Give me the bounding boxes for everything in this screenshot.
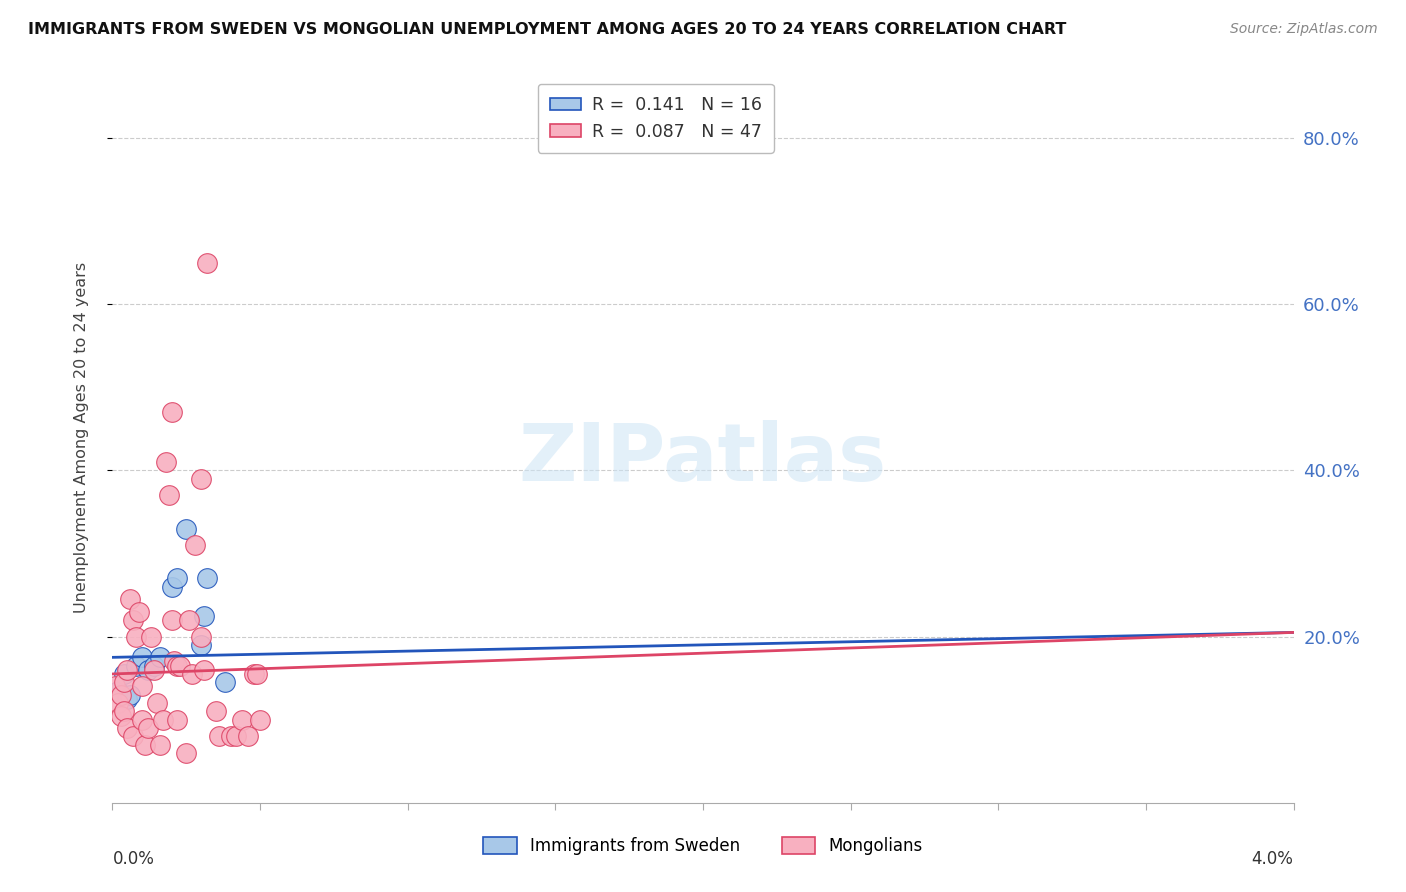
Point [208,729,231,743]
Point [110,688,132,702]
Point [125,630,148,644]
Text: 4.0%: 4.0% [1251,850,1294,868]
Point [136,663,159,677]
Point [205,705,228,719]
Point [117,721,138,735]
Point [225,729,247,743]
Point [184,538,207,552]
Point [146,696,169,710]
Point [120,688,142,702]
Point [122,613,145,627]
Point [163,655,186,669]
Point [136,721,159,735]
Text: IMMIGRANTS FROM SWEDEN VS MONGOLIAN UNEMPLOYMENT AMONG AGES 20 TO 24 YEARS CORRE: IMMIGRANTS FROM SWEDEN VS MONGOLIAN UNEM… [28,22,1067,37]
Legend: Immigrants from Sweden, Mongolians: Immigrants from Sweden, Mongolians [477,830,929,862]
Point [149,650,172,665]
Point [166,571,188,585]
Text: ZIPatlas: ZIPatlas [519,420,887,498]
Legend: R =  0.141   N = 16, R =  0.087   N = 47: R = 0.141 N = 16, R = 0.087 N = 47 [537,84,773,153]
Point [246,667,269,681]
Point [117,692,138,706]
Point [134,738,156,752]
Point [160,613,183,627]
Point [107,696,129,710]
Point [243,667,266,681]
Point [122,729,145,743]
Point [160,580,183,594]
Point [128,605,150,619]
Point [152,713,174,727]
Point [231,713,253,727]
Point [131,680,153,694]
Point [214,675,236,690]
Point [110,708,132,723]
Point [125,658,148,673]
Point [139,630,162,644]
Y-axis label: Unemployment Among Ages 20 to 24 years: Unemployment Among Ages 20 to 24 years [75,261,89,613]
Point [149,738,172,752]
Point [190,630,212,644]
Point [238,729,260,743]
Point [117,663,138,677]
Point [193,663,215,677]
Point [195,255,218,269]
Point [131,713,153,727]
Point [166,713,188,727]
Point [131,650,153,665]
Point [174,521,197,535]
Point [112,667,135,681]
Point [181,667,204,681]
Text: Source: ZipAtlas.com: Source: ZipAtlas.com [1230,22,1378,37]
Point [166,658,188,673]
Point [155,455,177,469]
Point [107,683,129,698]
Point [195,571,218,585]
Text: 0.0%: 0.0% [112,850,155,868]
Point [169,658,191,673]
Point [193,608,215,623]
Point [142,658,165,673]
Point [249,713,271,727]
Point [160,405,183,419]
Point [112,705,135,719]
Point [190,638,212,652]
Point [142,663,165,677]
Point [190,472,212,486]
Point [120,592,142,607]
Point [219,729,242,743]
Point [174,746,197,760]
Point [104,680,127,694]
Point [157,488,180,502]
Point [179,613,201,627]
Point [112,675,135,690]
